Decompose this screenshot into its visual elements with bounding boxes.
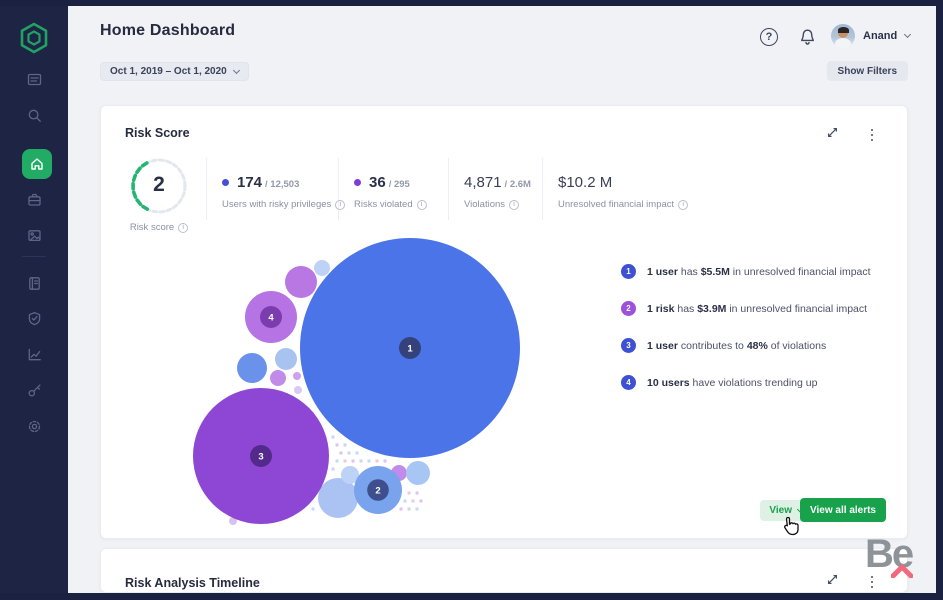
bubble-label: 2 <box>375 485 380 496</box>
avatar <box>831 24 855 48</box>
info-icon[interactable]: i <box>335 199 346 210</box>
kebab-menu-icon[interactable] <box>867 128 878 143</box>
frame-top <box>0 0 943 6</box>
behance-watermark: Be <box>865 532 914 578</box>
sidebar-item-notebook[interactable] <box>26 275 42 291</box>
stat-users-risky: 174/ 12,503 Users with risky privileges i <box>222 174 346 210</box>
risk-score-gauge: 2 Risk score i <box>129 156 189 233</box>
stat-financial-impact: $10.2 M Unresolved financial impact i <box>558 174 689 210</box>
notifications-button[interactable] <box>799 28 816 46</box>
brand-logo-icon[interactable] <box>19 22 49 54</box>
expand-icon[interactable] <box>826 573 839 591</box>
bubble-label: 1 <box>407 343 413 354</box>
sidebar-item-settings[interactable] <box>26 418 42 434</box>
purple-dot-icon <box>354 179 361 186</box>
info-icon[interactable]: i <box>678 199 689 210</box>
stat-divider <box>448 158 449 220</box>
risk-score-value: 2 <box>153 173 165 196</box>
image-icon <box>27 229 41 241</box>
sidebar-divider <box>22 256 46 257</box>
alert-legend-item[interactable]: 2 1 risk has $3.9M in unresolved financia… <box>621 301 871 316</box>
date-range-picker[interactable]: Oct 1, 2019 – Oct 1, 2020 <box>100 62 249 81</box>
sidebar-item-search[interactable] <box>26 107 42 123</box>
sidebar <box>0 6 68 593</box>
legend-number-badge: 4 <box>621 375 636 390</box>
chevron-down-icon <box>232 66 240 74</box>
shield-check-icon <box>28 311 40 325</box>
stat-divider <box>338 158 339 220</box>
legend-text: 10 users have violations trending up <box>647 376 818 389</box>
gauge-arc <box>131 161 149 211</box>
view-dropdown-button[interactable]: View <box>760 500 812 521</box>
legend-text: 1 user contributes to 48% of violations <box>647 339 827 352</box>
gear-icon <box>28 420 40 432</box>
sidebar-item-home-active[interactable] <box>22 149 52 179</box>
blue-dot-icon <box>222 179 229 186</box>
key-icon <box>28 383 41 396</box>
line-chart-icon <box>28 348 41 360</box>
frame-bottom <box>0 593 943 600</box>
watermark-caret-icon <box>891 564 913 578</box>
sidebar-item-access[interactable] <box>26 382 42 398</box>
alert-legend-item[interactable]: 4 10 users have violations trending up <box>621 375 871 390</box>
stat-divider <box>206 158 207 220</box>
legend-text: 1 user has $5.5M in unresolved financial… <box>647 265 871 278</box>
stat-risks-violated: 36/ 295 Risks violated i <box>354 174 427 210</box>
bell-icon <box>801 29 814 45</box>
view-all-alerts-button[interactable]: View all alerts <box>800 498 886 522</box>
search-icon <box>28 109 41 122</box>
card-title: Risk Score <box>125 126 190 140</box>
user-name: Anand <box>863 30 898 42</box>
help-button[interactable]: ? <box>760 28 778 46</box>
bubble-label: 3 <box>258 451 263 462</box>
frame-right <box>936 0 943 600</box>
legend-number-badge: 3 <box>621 338 636 353</box>
risk-analysis-timeline-card: Risk Analysis Timeline <box>100 548 908 593</box>
expand-icon[interactable] <box>826 126 839 144</box>
page-title: Home Dashboard <box>100 22 236 39</box>
stat-violations: 4,871/ 2.6M Violations i <box>464 174 531 210</box>
sidebar-item-briefcase[interactable] <box>26 191 42 207</box>
legend-number-badge: 1 <box>621 264 636 279</box>
question-mark-icon: ? <box>765 31 773 43</box>
show-filters-button[interactable]: Show Filters <box>826 61 908 81</box>
info-icon[interactable]: i <box>509 199 520 210</box>
chevron-down-icon <box>904 30 912 39</box>
risk-score-card: Risk Score 2 Ris <box>100 105 908 539</box>
user-menu[interactable]: Anand <box>831 24 912 48</box>
legend-number-badge: 2 <box>621 301 636 316</box>
notebook-icon <box>28 276 40 290</box>
bubble-chart[interactable]: 1 2 3 4 <box>181 233 561 533</box>
briefcase-icon <box>27 193 41 206</box>
mouse-cursor <box>782 516 800 541</box>
queue-icon <box>27 73 41 85</box>
main-content: Home Dashboard Oct 1, 2019 – Oct 1, 2020… <box>68 6 936 593</box>
gauge-ring <box>131 158 187 214</box>
bubble-label: 4 <box>268 312 274 323</box>
alert-legend-item[interactable]: 3 1 user contributes to 48% of violations <box>621 338 871 353</box>
card-title: Risk Analysis Timeline <box>125 576 260 590</box>
sidebar-item-image[interactable] <box>26 227 42 243</box>
alert-legend: 1 1 user has $5.5M in unresolved financia… <box>621 264 871 390</box>
home-icon <box>31 158 43 170</box>
info-icon[interactable]: i <box>416 199 427 210</box>
sidebar-item-queue[interactable] <box>26 71 42 87</box>
legend-text: 1 risk has $3.9M in unresolved financial… <box>647 302 868 315</box>
kebab-menu-icon[interactable] <box>867 575 878 590</box>
sidebar-item-shield[interactable] <box>26 310 42 326</box>
stat-divider <box>542 158 543 220</box>
alert-legend-item[interactable]: 1 1 user has $5.5M in unresolved financia… <box>621 264 871 279</box>
info-icon[interactable]: i <box>178 222 189 233</box>
date-range-value: Oct 1, 2019 – Oct 1, 2020 <box>110 66 227 77</box>
risk-score-label: Risk score i <box>115 222 203 233</box>
sidebar-item-analytics[interactable] <box>26 346 42 362</box>
